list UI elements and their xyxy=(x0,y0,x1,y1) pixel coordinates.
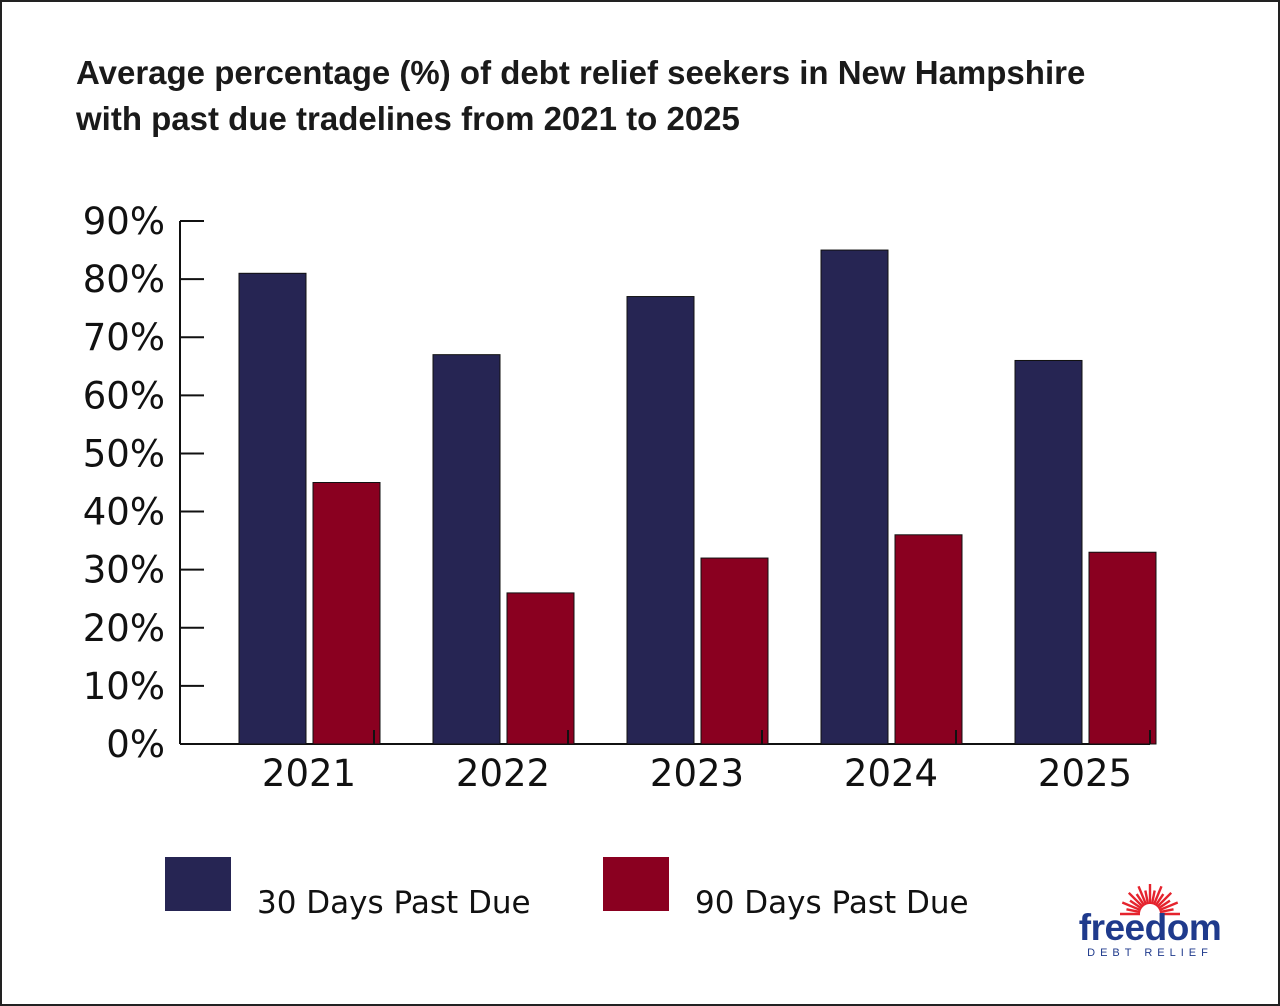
y-tick-label: 90% xyxy=(83,200,165,243)
freedom-debt-relief-logo: freedom DEBT RELIEF xyxy=(1074,878,1226,962)
legend-swatch-90-days xyxy=(603,857,669,911)
y-tick-label: 20% xyxy=(83,607,165,650)
y-tick-label: 60% xyxy=(83,374,165,417)
chart-title-line-1: Average percentage (%) of debt relief se… xyxy=(76,54,1086,91)
bar-90-days-2021 xyxy=(312,482,381,745)
sunburst-ray xyxy=(1159,908,1174,914)
logo-tagline: DEBT RELIEF xyxy=(1087,947,1213,959)
x-tick-label: 2023 xyxy=(650,752,744,795)
legend-swatch-30-days xyxy=(165,857,231,911)
y-tick-label: 80% xyxy=(83,258,165,301)
sunburst-icon xyxy=(1120,884,1180,916)
logo-wordmark: freedom xyxy=(1078,907,1222,948)
y-tick-label: 70% xyxy=(83,316,165,359)
bar-30-days-2021 xyxy=(238,272,307,745)
chart-title-line-2: with past due tradelines from 2021 to 20… xyxy=(76,100,740,137)
sunburst-ray xyxy=(1156,891,1173,908)
bar-90-days-2023 xyxy=(700,557,769,745)
legend-label-30-days: 30 Days Past Due xyxy=(257,885,531,921)
y-tick-label: 50% xyxy=(83,432,165,475)
y-tick-label: 10% xyxy=(83,665,165,708)
sunburst-ray xyxy=(1135,893,1146,907)
x-tick-label: 2021 xyxy=(262,752,356,795)
sunburst-ray xyxy=(1129,899,1143,910)
legend-label-90-days: 90 Days Past Due xyxy=(695,885,969,921)
bar-30-days-2025 xyxy=(1014,359,1083,745)
sunburst-ray xyxy=(1121,901,1142,912)
sunburst-ray xyxy=(1150,890,1156,905)
y-tick-label: 40% xyxy=(83,491,165,534)
sunburst-ray xyxy=(1144,890,1150,905)
bar-90-days-2024 xyxy=(894,534,963,745)
x-tick-label: 2022 xyxy=(456,752,550,795)
bar-30-days-2022 xyxy=(432,354,501,745)
bar-90-days-2025 xyxy=(1088,551,1157,745)
chart-title: Average percentage (%) of debt relief se… xyxy=(76,50,1216,142)
y-tick-label: 30% xyxy=(83,549,165,592)
sunburst-ray xyxy=(1157,899,1171,910)
sunburst-ray xyxy=(1126,908,1141,914)
sunburst-ray xyxy=(1154,893,1165,907)
sunburst-ray xyxy=(1152,885,1163,906)
bar-30-days-2024 xyxy=(820,249,889,745)
bar-90-days-2022 xyxy=(506,592,575,745)
sunburst-ray xyxy=(1158,901,1179,912)
y-tick-label: 0% xyxy=(106,723,165,766)
sunburst-ray xyxy=(1127,891,1144,908)
x-tick-label: 2024 xyxy=(844,752,938,795)
x-tick-label: 2025 xyxy=(1038,752,1132,795)
sunburst-ray xyxy=(1137,885,1148,906)
bar-30-days-2023 xyxy=(626,296,695,745)
